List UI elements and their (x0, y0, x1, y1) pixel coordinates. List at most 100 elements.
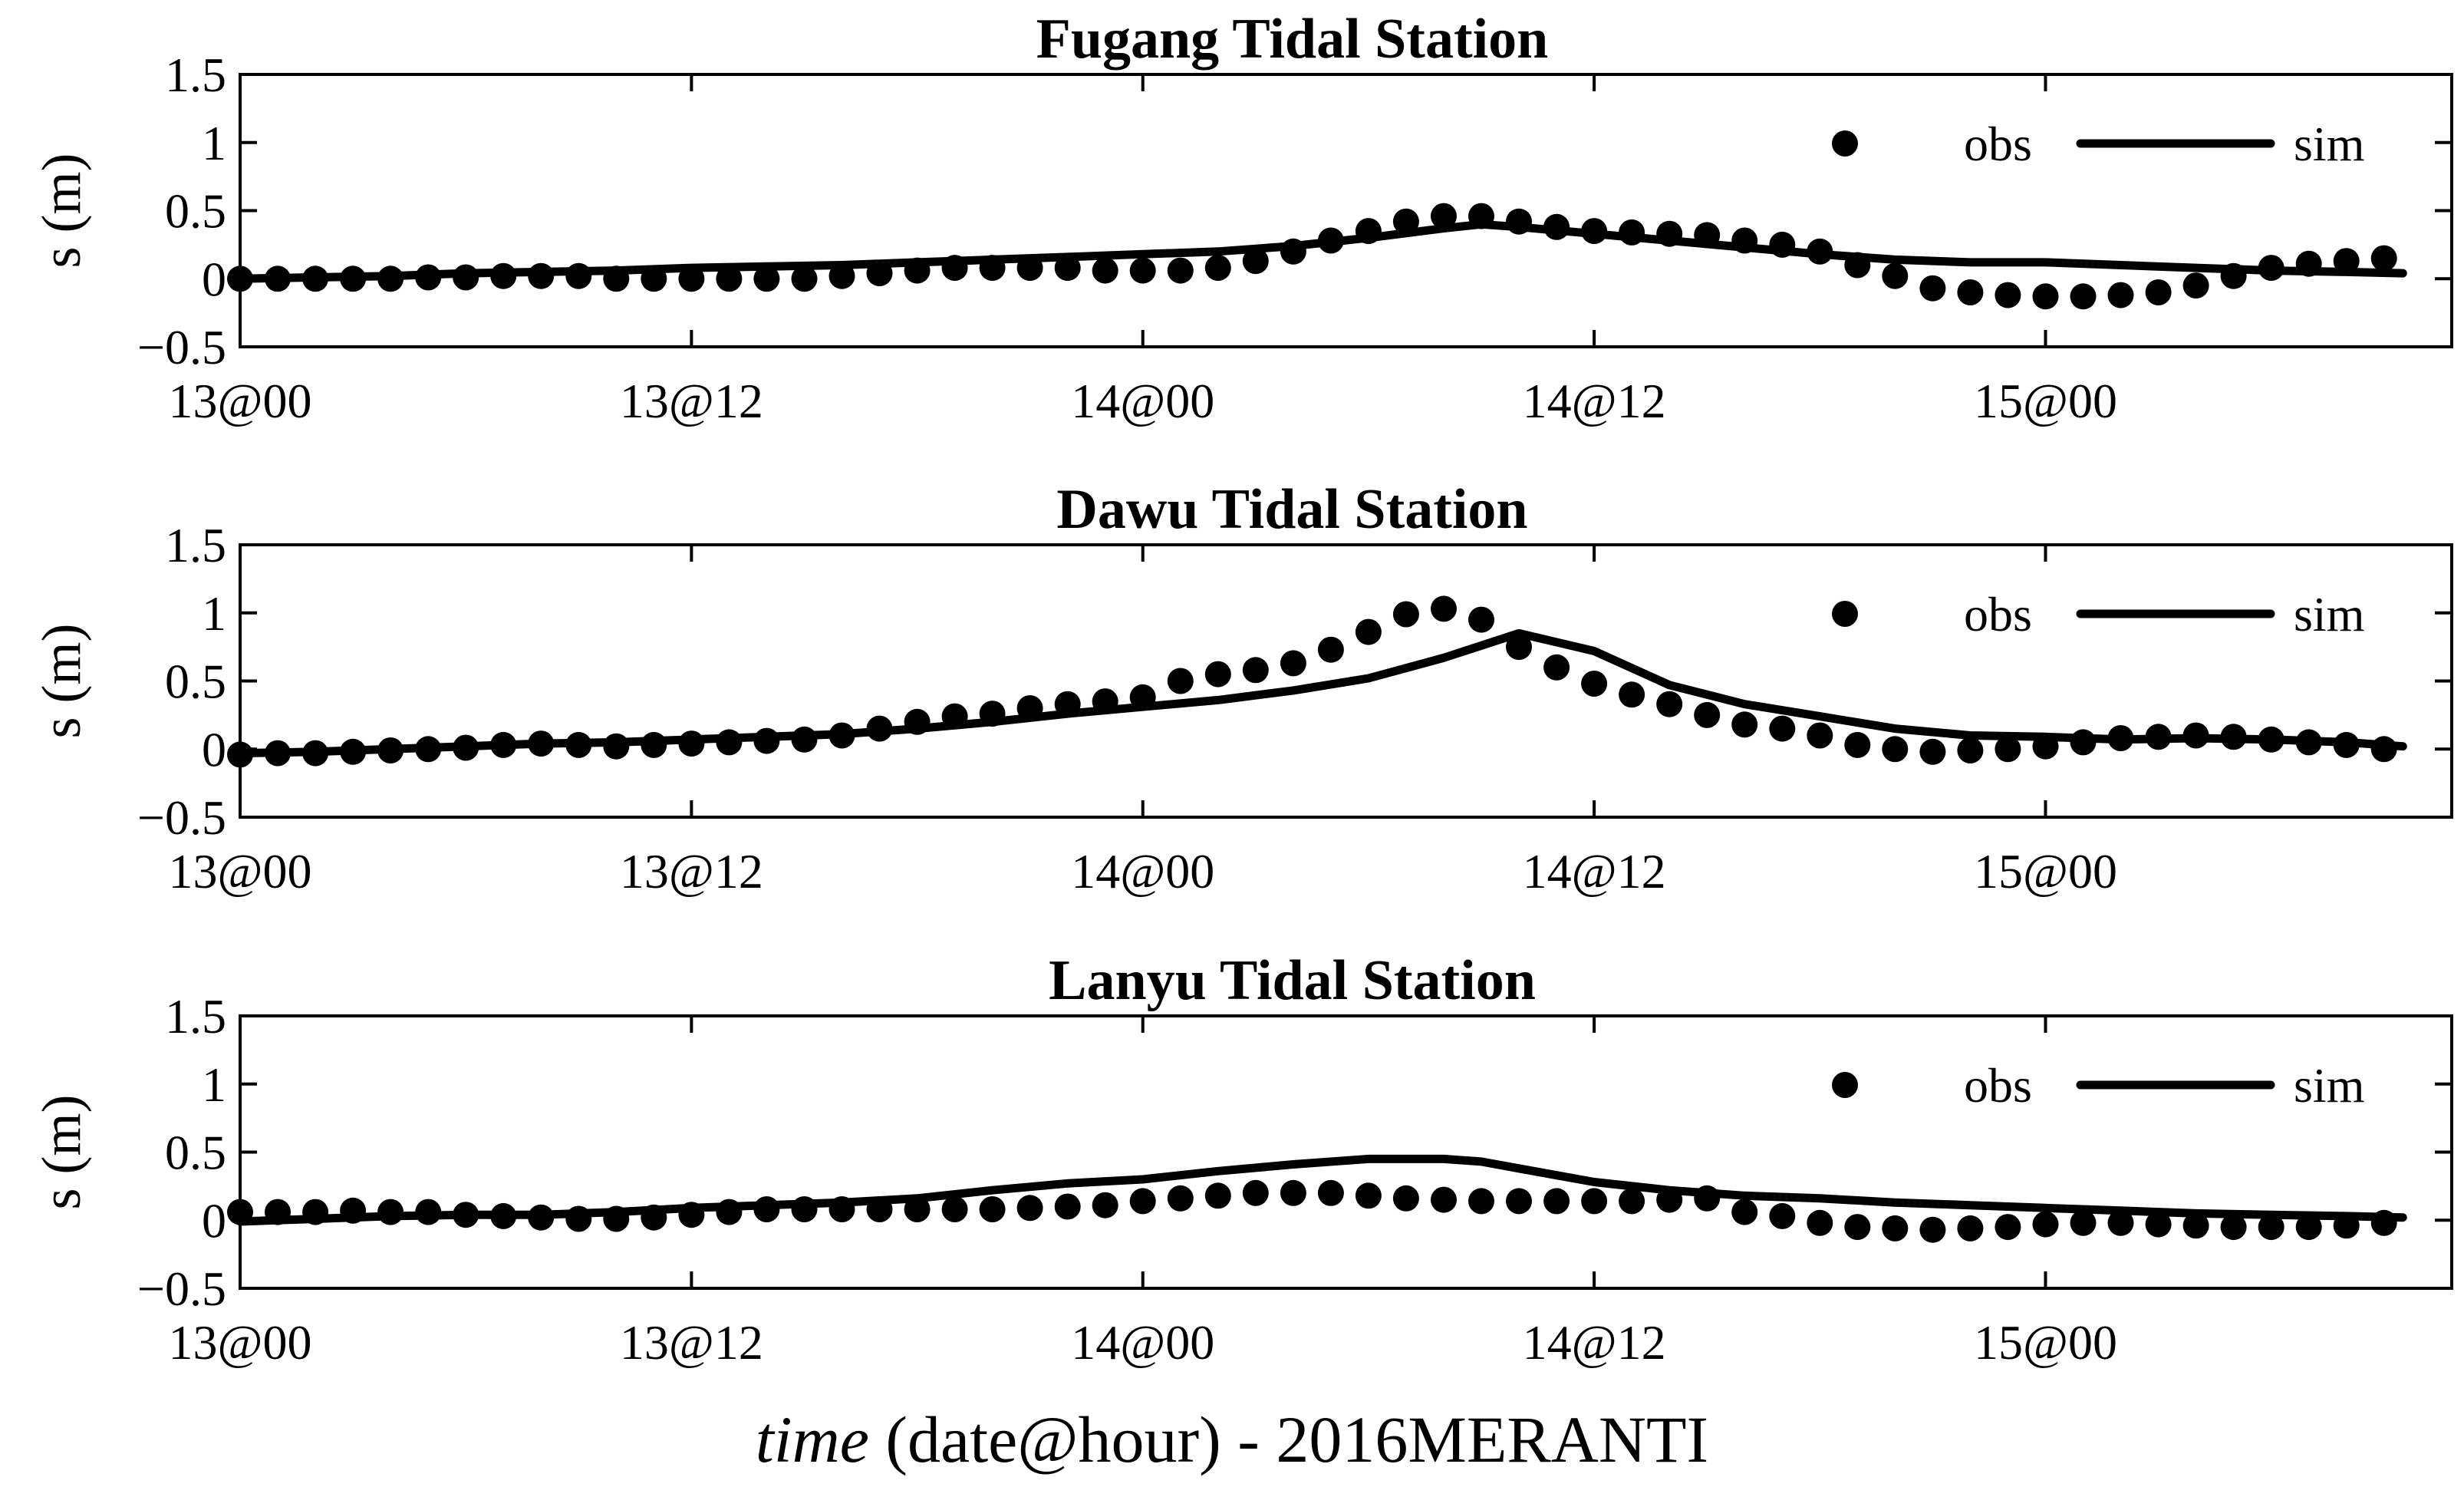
obs-point (302, 265, 329, 292)
obs-point (904, 257, 931, 284)
chart-panel-3: Lanyu Tidal Station 1.5 1 0.5 0 −0.5 s (m) 13@0… (31, 949, 2453, 1370)
legend-obs-label: obs (1964, 1058, 2032, 1113)
obs-point (1995, 736, 2021, 763)
obs-point (227, 265, 253, 292)
chart-title: Fugang Tidal Station (1036, 8, 1549, 71)
obs-point (227, 1199, 253, 1225)
obs-point (2370, 1209, 2397, 1236)
y-axis-label: s (m) (31, 1095, 92, 1210)
y-tick-label: 0.5 (165, 184, 226, 239)
obs-point (1769, 1202, 1796, 1229)
obs-point (2258, 1214, 2284, 1241)
obs-point (1167, 1185, 1194, 1212)
obs-point (1204, 661, 1231, 687)
obs-point (866, 260, 893, 287)
chart-title: Dawu Tidal Station (1056, 478, 1527, 541)
obs-point (1957, 1215, 1984, 1241)
x-axis-label: time (date@hour) - 2016MERANTI (756, 1403, 1708, 1476)
obs-point (1694, 222, 1721, 249)
obs-point (866, 715, 893, 742)
x-tick-label: 14@12 (1523, 1315, 1666, 1370)
obs-point (1769, 231, 1796, 258)
obs-point (2107, 1209, 2134, 1236)
obs-point (377, 1199, 404, 1225)
obs-point (1204, 1182, 1231, 1209)
obs-point (2107, 282, 2134, 308)
y-tick-label: −0.5 (137, 1261, 226, 1316)
x-tick-label: 13@00 (169, 1315, 312, 1370)
obs-point (941, 1196, 968, 1222)
obs-point (2032, 733, 2059, 760)
obs-point (1016, 695, 1043, 721)
y-axis-label: s (m) (31, 153, 92, 269)
obs-point (415, 1199, 442, 1225)
obs-point (1431, 203, 1457, 229)
obs-point (2070, 729, 2097, 756)
plot-frame (239, 1014, 2453, 1290)
y-tick-label: 0 (202, 252, 226, 306)
legend-obs-label: obs (1964, 117, 2032, 171)
obs-point (828, 262, 855, 289)
obs-point (415, 736, 442, 763)
x-tick-label: 13@12 (620, 374, 763, 428)
obs-point (603, 733, 630, 760)
obs-point (2145, 724, 2172, 750)
obs-point (1656, 691, 1683, 717)
obs-point (979, 255, 1006, 282)
obs-point (1280, 238, 1306, 265)
obs-point (1167, 668, 1194, 694)
obs-point (1882, 262, 1909, 289)
obs-point (1016, 255, 1043, 282)
obs-point (453, 1202, 479, 1228)
legend-sim-label: sim (2294, 1058, 2364, 1113)
y-tick-label: 1.5 (165, 48, 226, 102)
obs-point (302, 1199, 329, 1225)
y-tick-label: −0.5 (137, 790, 226, 845)
y-tick-label: 0 (202, 722, 226, 777)
obs-point (1694, 1185, 1721, 1212)
obs-point (1392, 1185, 1419, 1212)
y-tick-label: 1.5 (165, 518, 226, 572)
obs-point (1317, 227, 1344, 254)
obs-point (1957, 737, 1984, 763)
chart-panel-2: Dawu Tidal Station 1.5 1 0.5 0 −0.5 s (m) 13@00… (31, 478, 2453, 899)
obs-point (1317, 636, 1344, 663)
obs-point (1995, 1214, 2021, 1241)
legend-obs-marker (1832, 601, 1858, 627)
obs-point (490, 731, 517, 758)
obs-point (1242, 1179, 1269, 1206)
chart-title: Lanyu Tidal Station (1049, 949, 1536, 1012)
obs-point (753, 727, 780, 754)
obs-point (941, 255, 968, 282)
obs-point (1543, 213, 1570, 240)
obs-point (904, 1196, 931, 1222)
obs-point (1054, 691, 1081, 717)
x-tick-label: 14@12 (1523, 844, 1666, 899)
y-tick-label: 1 (202, 1057, 226, 1112)
obs-point (1167, 257, 1194, 284)
obs-point (641, 731, 667, 758)
obs-point (1092, 1192, 1118, 1218)
obs-point (2220, 262, 2247, 289)
obs-point (603, 1205, 630, 1232)
legend-obs-marker (1832, 1072, 1858, 1098)
obs-point (1882, 736, 1909, 763)
obs-point (1054, 1193, 1081, 1220)
obs-point (678, 265, 705, 292)
obs-point (1092, 688, 1118, 715)
obs-point (1656, 220, 1683, 247)
obs-point (1619, 1188, 1645, 1215)
obs-point (791, 1196, 818, 1222)
obs-point (528, 262, 555, 289)
obs-point (1882, 1215, 1909, 1241)
obs-point (565, 1205, 592, 1232)
obs-point (979, 1196, 1006, 1222)
obs-point (678, 1202, 705, 1228)
obs-point (1581, 1188, 1608, 1215)
obs-point (1919, 275, 1946, 302)
x-tick-label: 14@00 (1071, 374, 1214, 428)
obs-point (904, 708, 931, 735)
x-axis-label-italic: time (756, 1403, 869, 1476)
legend-sim-label: sim (2294, 117, 2364, 171)
